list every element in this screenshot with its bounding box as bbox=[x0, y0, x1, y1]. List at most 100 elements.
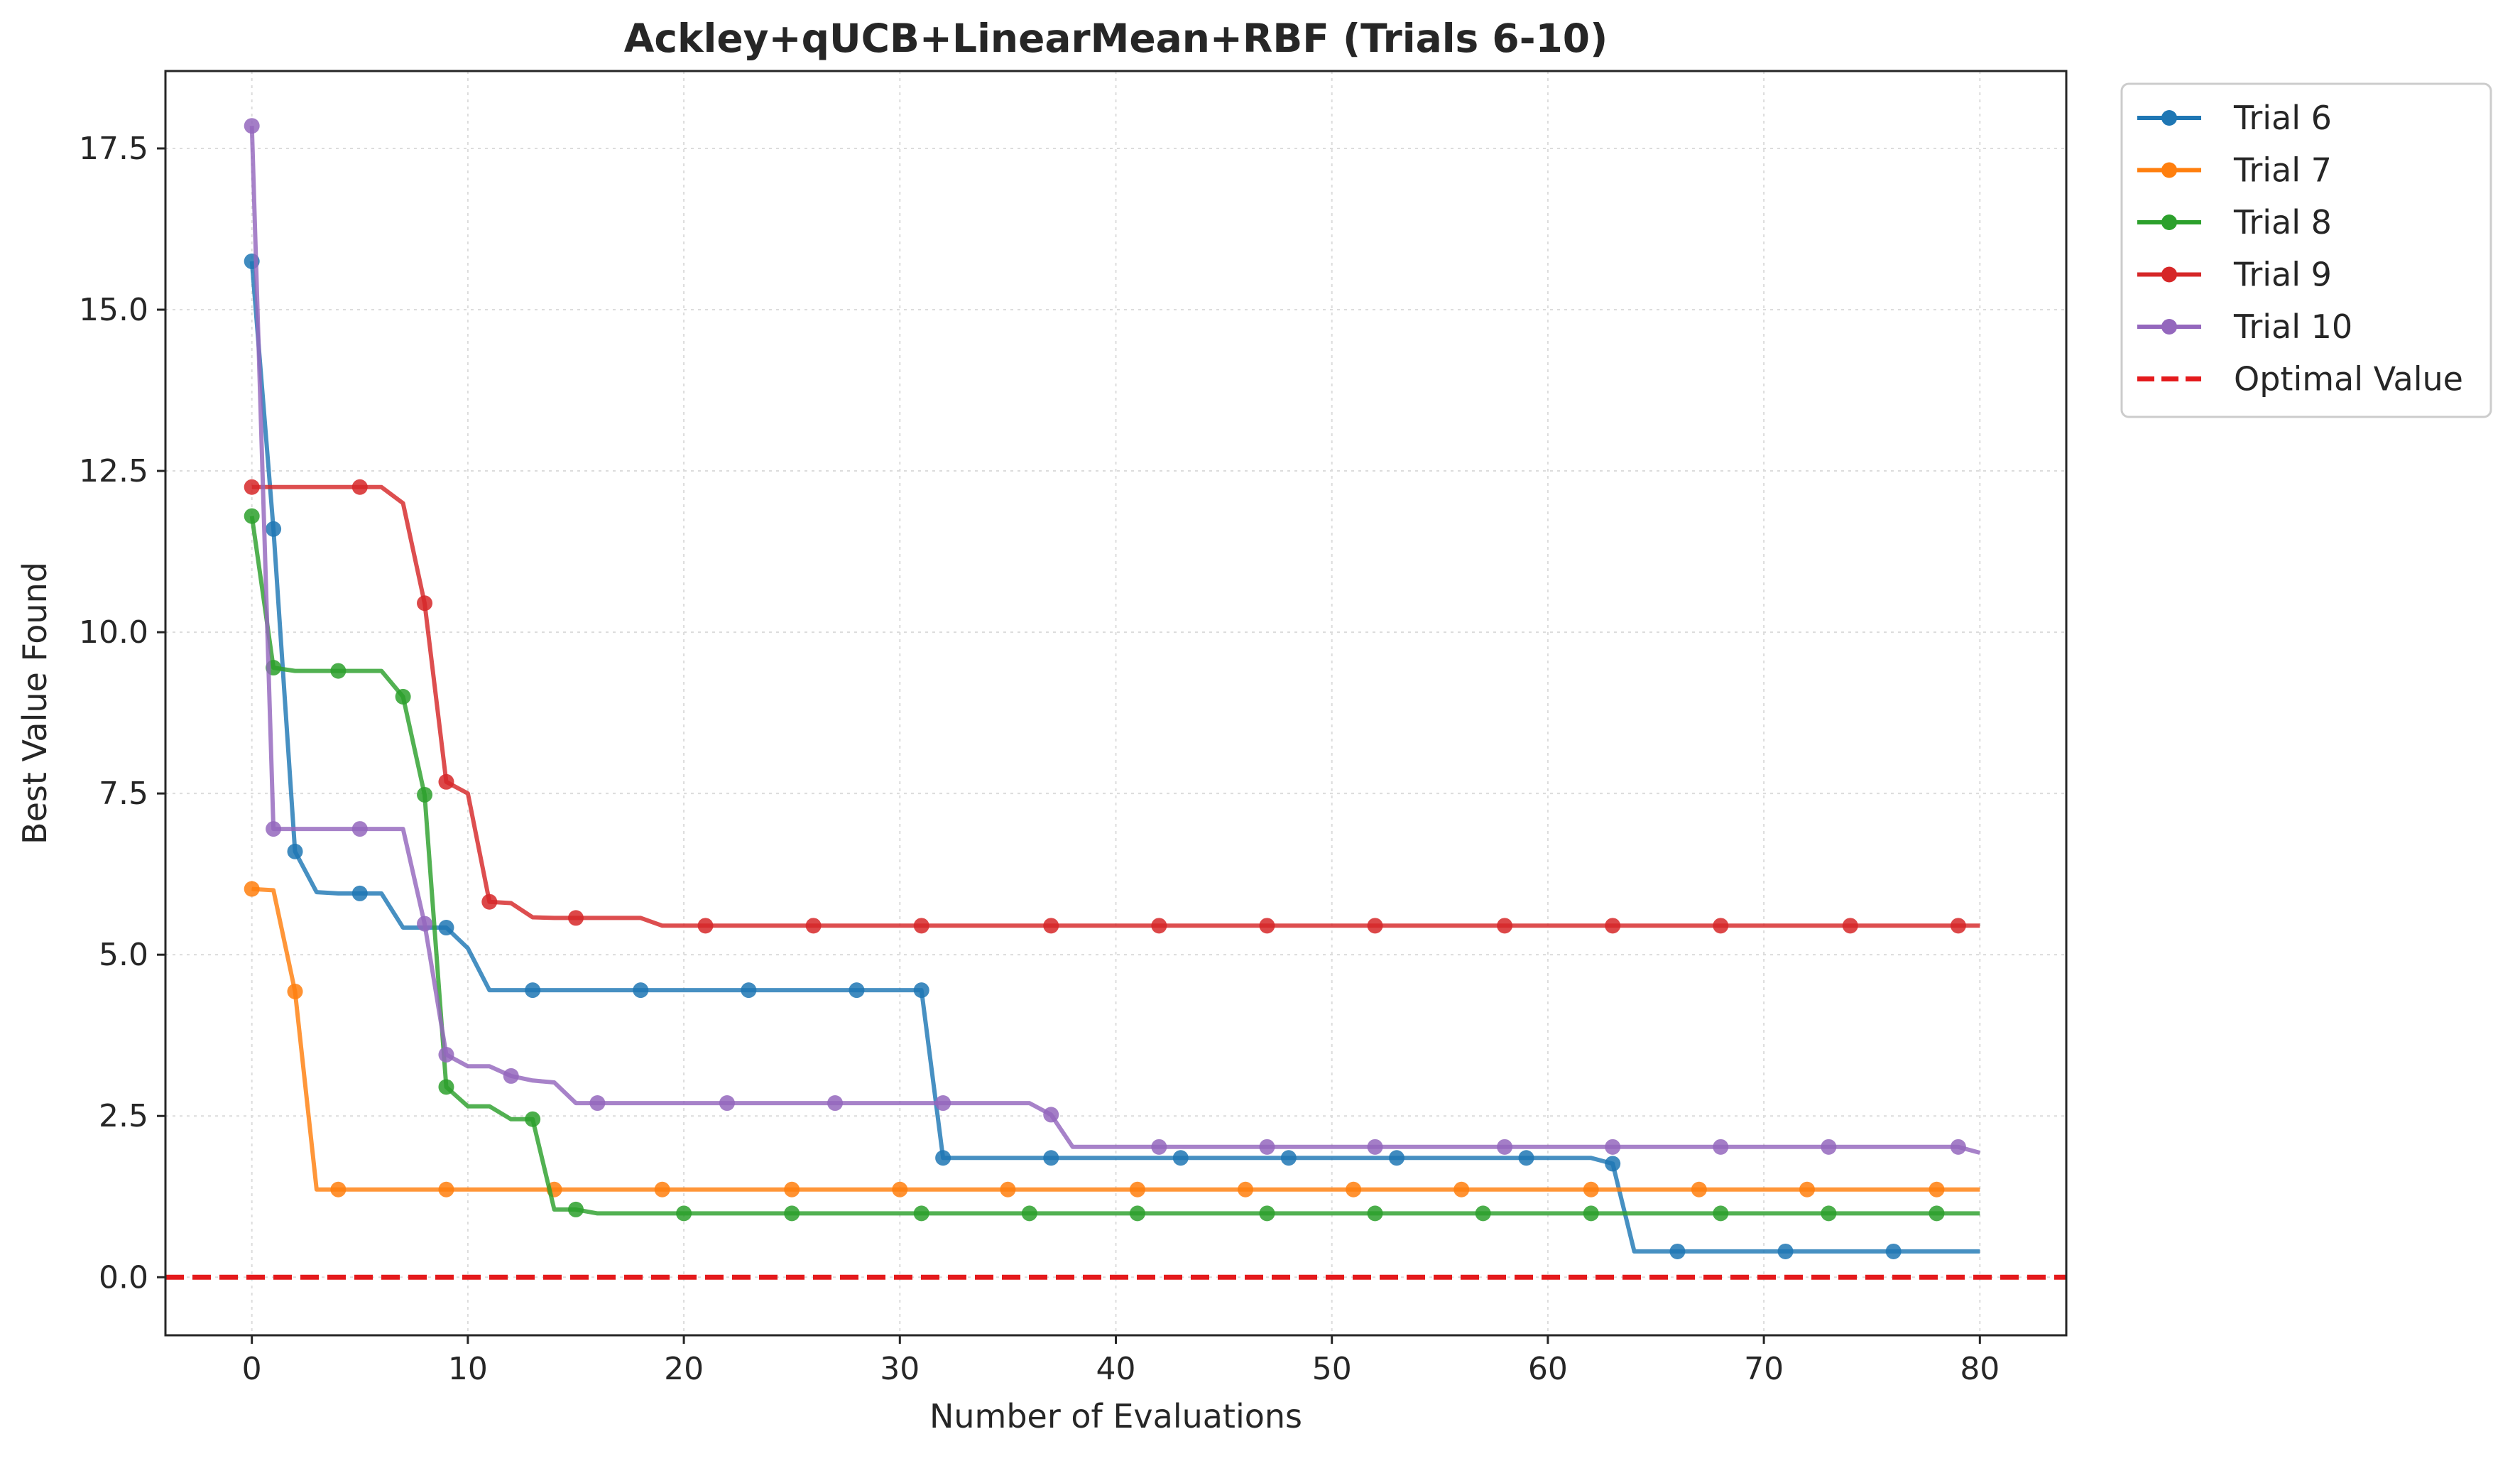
legend-box bbox=[2120, 82, 2492, 418]
trial-7-point bbox=[784, 1181, 800, 1197]
trial-7-point bbox=[244, 881, 260, 897]
legend-label-trial-9: Trial 9 bbox=[2233, 256, 2332, 294]
legend-marker-trial-9 bbox=[2161, 266, 2177, 283]
trial-8-point bbox=[676, 1205, 692, 1222]
trial-10-point bbox=[1497, 1139, 1513, 1155]
trial-8-line bbox=[249, 516, 1980, 1216]
trial-10-point bbox=[1367, 1139, 1383, 1155]
trial-10-series bbox=[244, 118, 1981, 1155]
trial-6-point bbox=[525, 982, 541, 999]
x-tick-label: 40 bbox=[1096, 1351, 1136, 1387]
legend-label-trial-6: Trial 6 bbox=[2233, 99, 2332, 137]
trial-6-point bbox=[633, 982, 649, 999]
trial-6-point bbox=[913, 982, 929, 999]
trial-9-series bbox=[244, 479, 1980, 934]
trial-10-point bbox=[1043, 1107, 1059, 1123]
trial-8-series bbox=[244, 508, 1980, 1222]
trial-8-point bbox=[1929, 1205, 1945, 1222]
trial-10-point bbox=[244, 118, 260, 134]
trial-6-point bbox=[849, 982, 865, 999]
trial-10-point bbox=[935, 1095, 951, 1112]
trial-6-point bbox=[1043, 1150, 1059, 1166]
trial-10-point bbox=[1151, 1139, 1167, 1155]
y-tick-label: 2.5 bbox=[99, 1098, 148, 1134]
trial-9-point bbox=[805, 918, 822, 934]
trial-7-point bbox=[438, 1181, 454, 1197]
x-tick-label: 60 bbox=[1528, 1351, 1568, 1387]
trial-10-line bbox=[249, 126, 1981, 1155]
series-layer bbox=[165, 118, 2066, 1280]
trial-7-point bbox=[1929, 1181, 1945, 1197]
x-tick-label: 0 bbox=[242, 1351, 262, 1387]
x-tick-label: 10 bbox=[448, 1351, 488, 1387]
trial-9-point bbox=[1950, 918, 1966, 934]
trial-9-point bbox=[351, 479, 368, 495]
trial-10-point bbox=[1259, 1139, 1275, 1155]
trial-9-line bbox=[251, 484, 1980, 928]
y-tick-label: 10.0 bbox=[79, 614, 148, 651]
x-tick-label: 30 bbox=[880, 1351, 920, 1387]
trial-9-point bbox=[1259, 918, 1275, 934]
trial-10-point bbox=[438, 1046, 454, 1063]
trial-8-point bbox=[330, 663, 347, 679]
trial-7-point bbox=[1346, 1181, 1362, 1197]
trial-7-point bbox=[892, 1181, 908, 1197]
trial-8-point bbox=[244, 508, 260, 524]
x-tick-label: 70 bbox=[1744, 1351, 1784, 1387]
trial-8-point bbox=[913, 1205, 929, 1222]
trial-6-point bbox=[741, 982, 757, 999]
grid bbox=[165, 71, 2066, 1335]
trial-7-point bbox=[1799, 1181, 1815, 1197]
trial-9-point bbox=[1367, 918, 1383, 934]
trial-9-point bbox=[1497, 918, 1513, 934]
trial-8-point bbox=[1367, 1205, 1383, 1222]
y-tick-label: 5.0 bbox=[99, 937, 148, 973]
trial-10-point bbox=[827, 1095, 844, 1112]
x-tick-label: 80 bbox=[1960, 1351, 2000, 1387]
trial-7-point bbox=[330, 1181, 347, 1197]
trial-6-point bbox=[1605, 1156, 1621, 1172]
trial-7-point bbox=[654, 1181, 670, 1197]
trial-6-point bbox=[1669, 1243, 1686, 1259]
legend-marker-trial-10 bbox=[2161, 319, 2177, 335]
trial-9-point bbox=[1605, 918, 1621, 934]
trial-10-point bbox=[266, 821, 282, 837]
trial-8-point bbox=[1821, 1205, 1837, 1222]
trial-7-point bbox=[287, 983, 303, 999]
y-tick-label: 15.0 bbox=[79, 292, 148, 328]
trial-8-point bbox=[417, 786, 433, 803]
trial-6-point bbox=[1518, 1150, 1534, 1166]
ticks: 0 10 20 30 40 50 60 70 80 0.0 2.5 5.0 7.5 10.0 12.5 15.… bbox=[79, 131, 2000, 1387]
trial-8-point bbox=[1129, 1205, 1145, 1222]
trial-7-point bbox=[1691, 1181, 1707, 1197]
trial-6-point bbox=[266, 521, 282, 537]
trial-6-point bbox=[351, 885, 368, 901]
trial-8-point bbox=[1713, 1205, 1729, 1222]
trial-9-point bbox=[1842, 918, 1858, 934]
trial-10-point bbox=[589, 1095, 606, 1112]
trial-8-point bbox=[1583, 1205, 1599, 1222]
trial-9-point bbox=[697, 918, 714, 934]
trial-7-point bbox=[1583, 1181, 1599, 1197]
trial-9-point bbox=[1151, 918, 1167, 934]
trial-9-point bbox=[913, 918, 929, 934]
trial-9-point bbox=[438, 773, 454, 790]
trial-10-point bbox=[719, 1095, 735, 1112]
x-tick-label: 50 bbox=[1312, 1351, 1352, 1387]
legend-label-trial-7: Trial 7 bbox=[2233, 151, 2332, 190]
trial-10-point bbox=[503, 1068, 519, 1084]
trial-6-point bbox=[1777, 1243, 1794, 1259]
trial-8-point bbox=[1475, 1205, 1491, 1222]
trial-8-point bbox=[784, 1205, 800, 1222]
trial-10-point bbox=[351, 821, 368, 837]
chart-title: Ackley+qUCB+LinearMean+RBF (Trials 6-10) bbox=[624, 16, 1608, 61]
trial-9-point bbox=[244, 479, 260, 495]
trial-6-point bbox=[1172, 1150, 1189, 1166]
y-tick-label: 17.5 bbox=[79, 131, 148, 167]
trial-7-point bbox=[1453, 1181, 1470, 1197]
y-tick-label: 7.5 bbox=[99, 776, 148, 812]
trial-6-point bbox=[438, 920, 454, 936]
legend: Trial 6 Trial 7 Trial 8 Trial 9 Trial 10 Opti… bbox=[2120, 82, 2492, 418]
